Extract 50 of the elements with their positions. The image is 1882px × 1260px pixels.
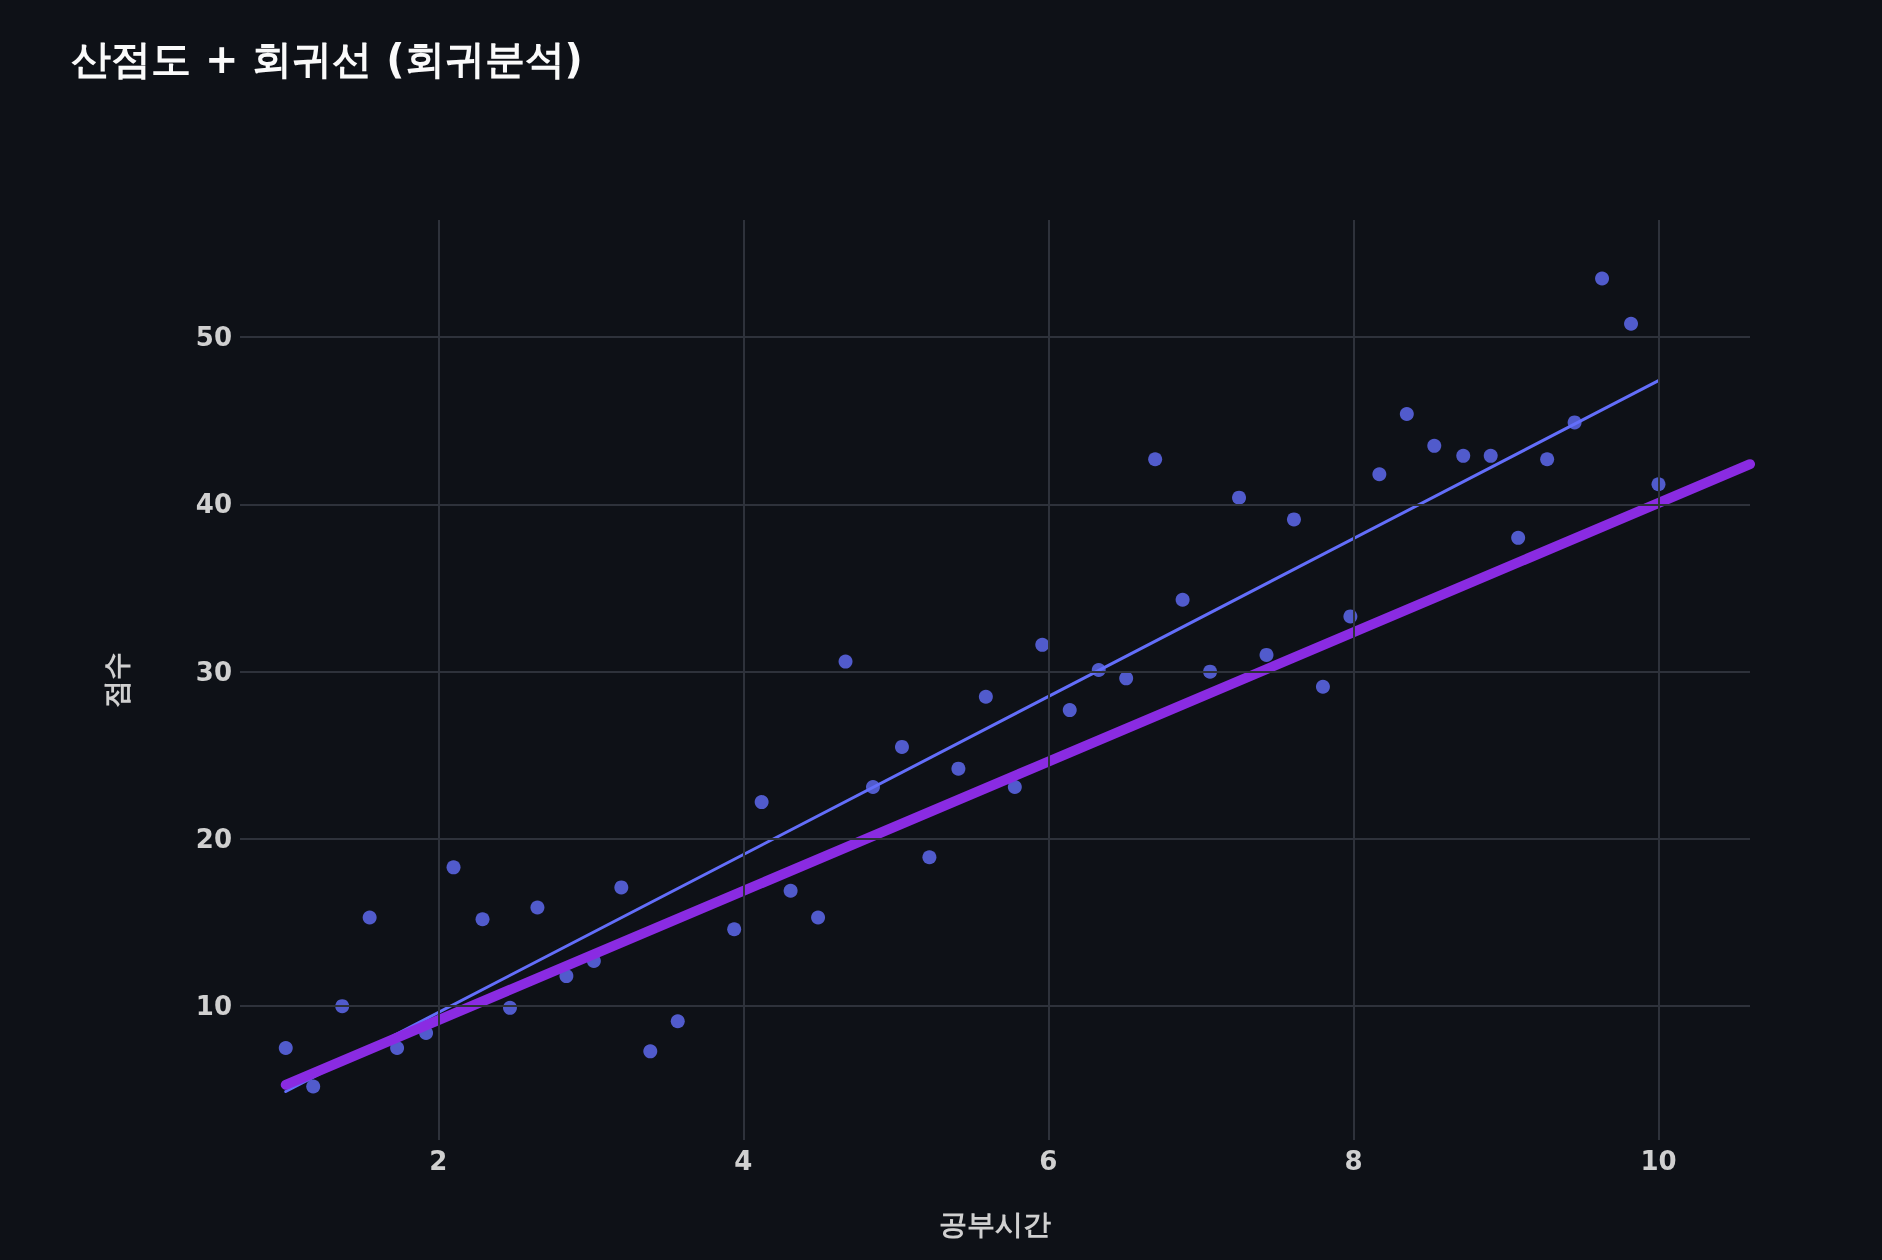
point (1148, 452, 1163, 467)
y-tick-label: 50 (195, 322, 232, 353)
x-tick-label: 8 (1344, 1146, 1363, 1176)
point (1007, 780, 1022, 795)
point (811, 910, 826, 925)
point (1232, 490, 1247, 505)
point (1399, 407, 1414, 422)
point (670, 1014, 685, 1029)
x-axis-title: 공부시간 (939, 1207, 1051, 1241)
point (278, 1041, 293, 1055)
point (1372, 467, 1387, 482)
point (1175, 592, 1190, 607)
point (1624, 316, 1639, 331)
point (475, 912, 490, 927)
point (1427, 438, 1442, 453)
point (614, 880, 629, 895)
point (1286, 512, 1301, 527)
y-tick-label: 30 (195, 656, 232, 687)
y-axis-title: 점수 (99, 652, 133, 708)
point (727, 922, 742, 937)
point (894, 739, 909, 754)
point (643, 1044, 658, 1059)
point (922, 850, 937, 865)
point (951, 761, 966, 776)
point (1035, 637, 1050, 652)
x-tick-label: 6 (1039, 1146, 1058, 1176)
x-tick-label: 2 (429, 1146, 448, 1176)
point (754, 795, 769, 810)
point (1483, 448, 1498, 463)
point (978, 689, 993, 704)
point (1062, 703, 1077, 718)
y-tick-label: 10 (195, 991, 232, 1022)
y-tick-label: 40 (195, 489, 232, 520)
point (1511, 530, 1526, 545)
x-tick-label: 4 (734, 1146, 753, 1176)
point (1456, 448, 1471, 463)
point (783, 883, 798, 898)
chart-title: 산점도 + 회귀선 (회귀분석) (71, 36, 583, 82)
y-tick-label: 20 (195, 823, 232, 854)
point (1595, 271, 1610, 286)
point (446, 860, 461, 875)
point (362, 910, 377, 925)
x-tick-label: 10 (1640, 1146, 1677, 1176)
point (530, 900, 545, 915)
point (1259, 647, 1274, 662)
point (1315, 679, 1330, 694)
point (1540, 452, 1555, 467)
point (1119, 671, 1134, 686)
point (306, 1079, 321, 1094)
point (838, 654, 853, 669)
